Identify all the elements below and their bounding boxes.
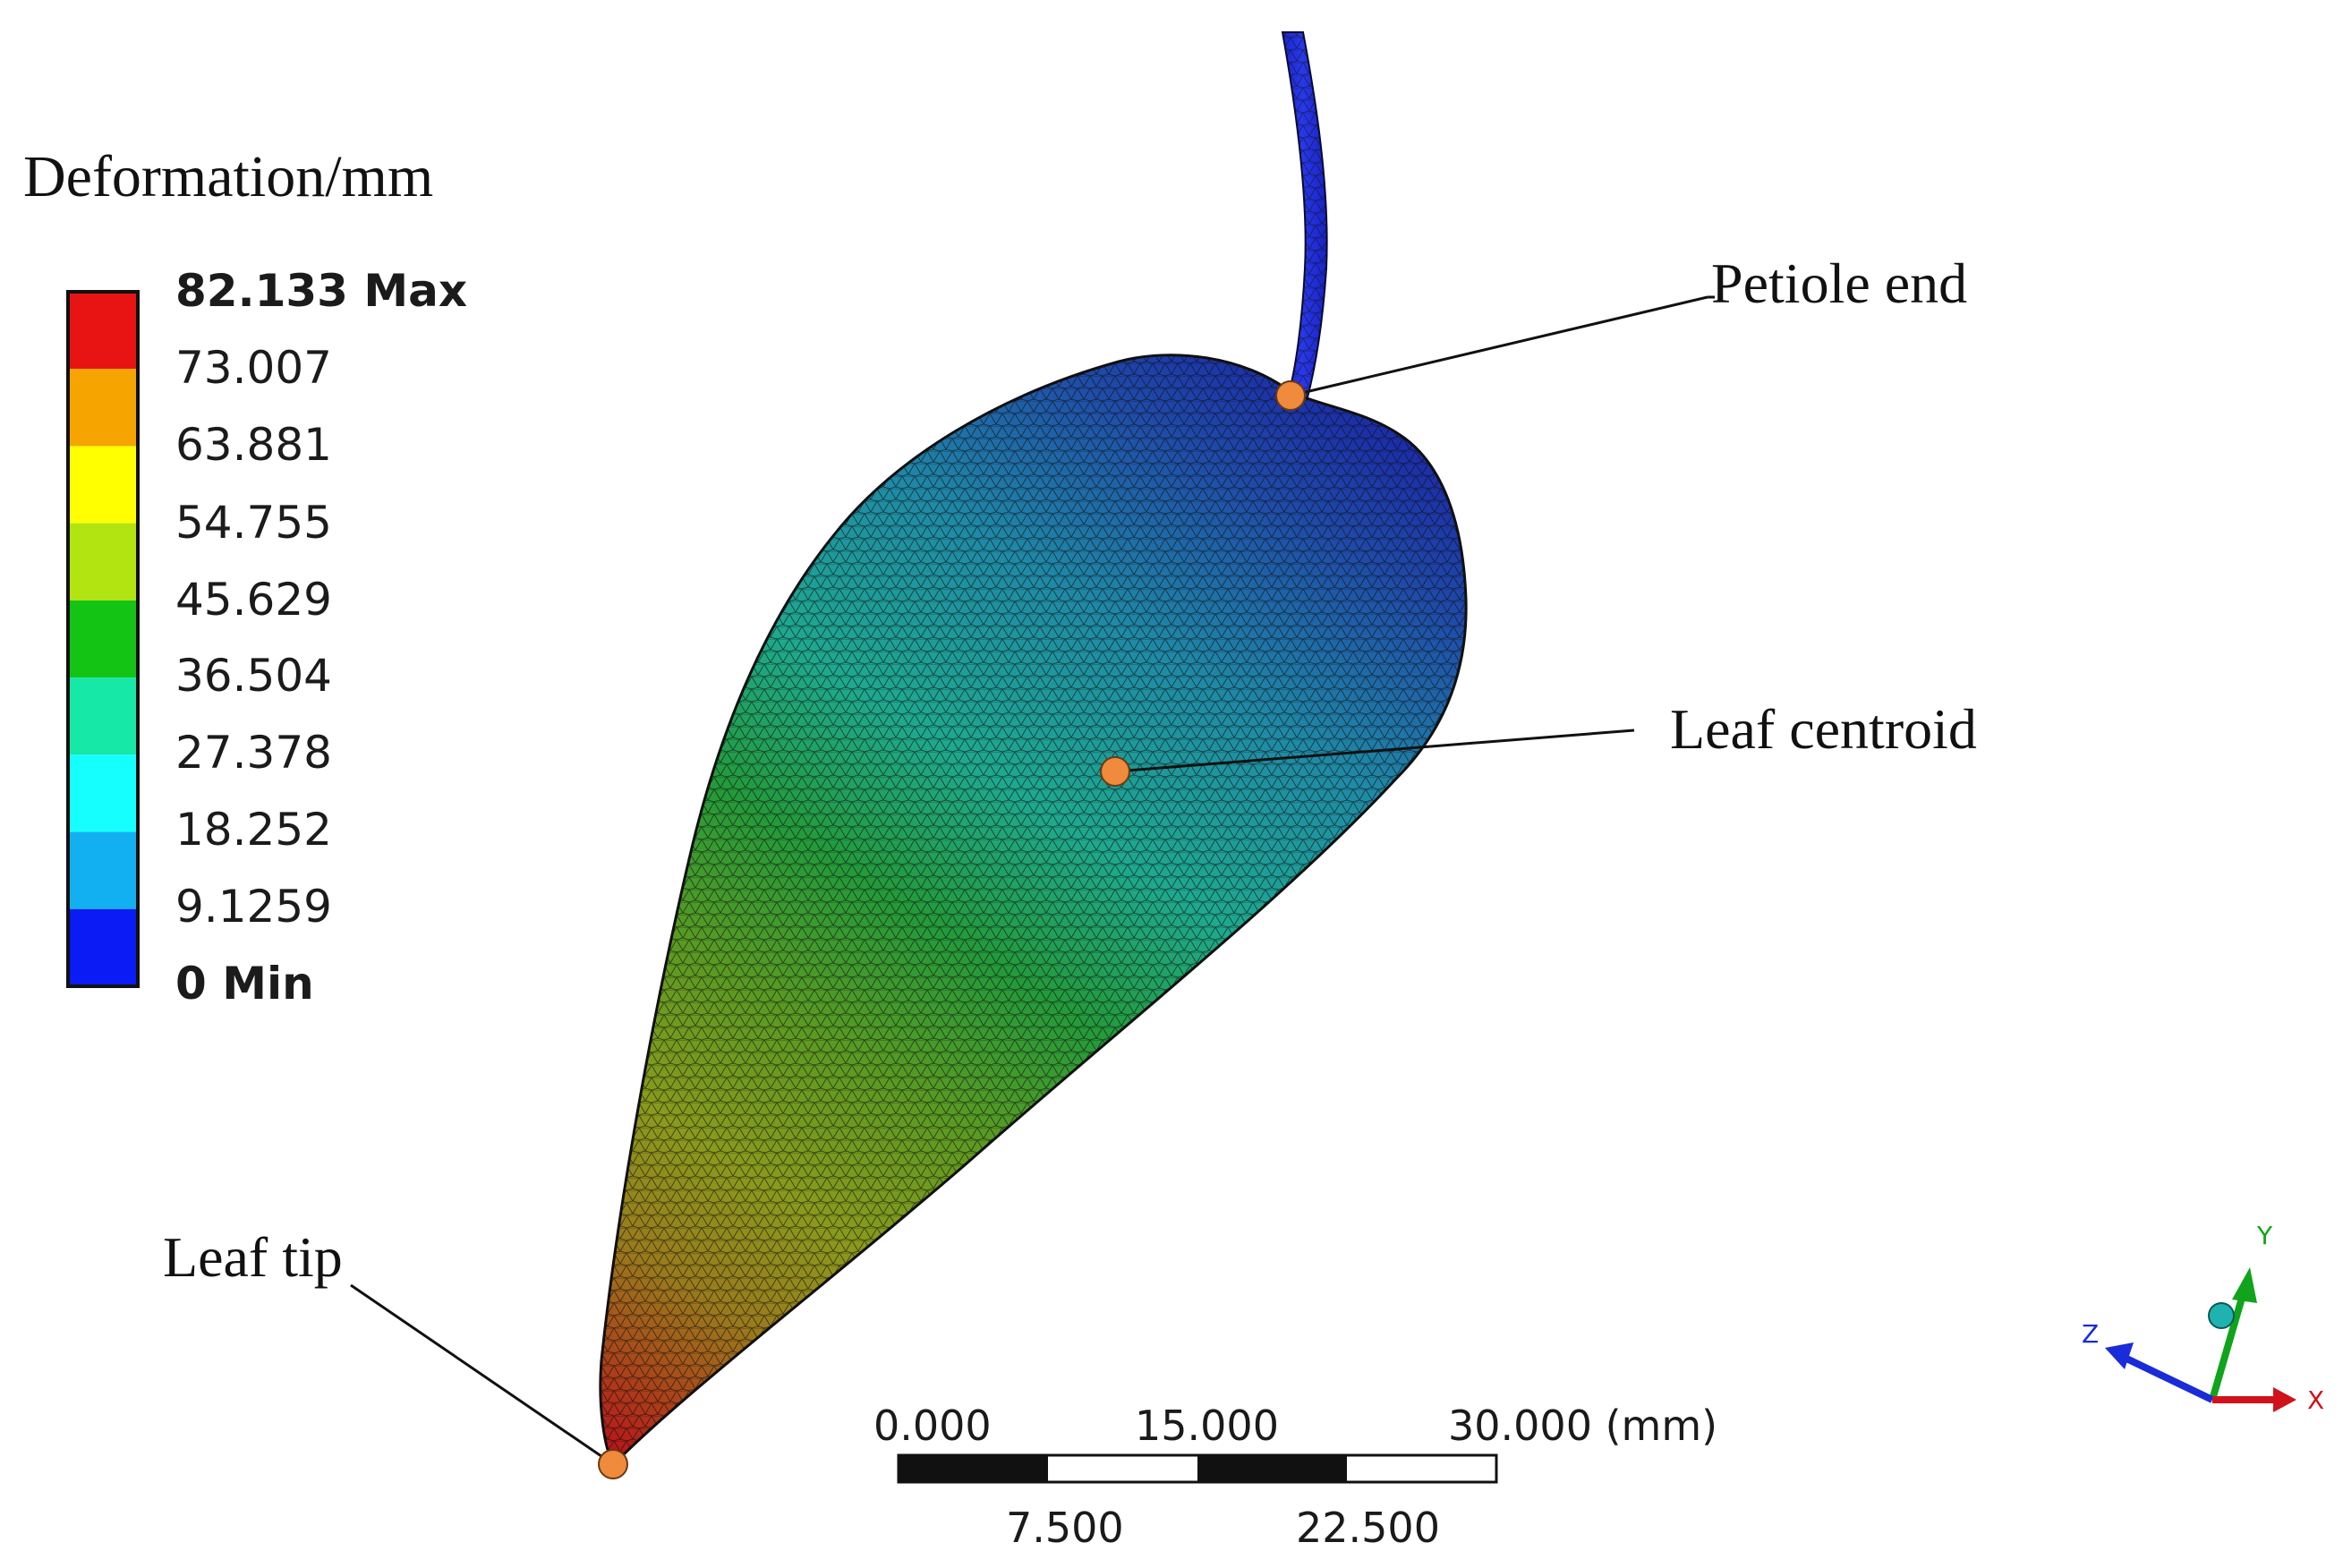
- leaf-centroid-marker: [1100, 756, 1130, 787]
- triad-origin-sphere: [2208, 1302, 2235, 1329]
- legend-color-band: [68, 292, 138, 370]
- z-axis-label: Z: [2082, 1319, 2099, 1349]
- petiole-end-marker: [1275, 380, 1306, 411]
- petiole-end-leader: [1290, 295, 1708, 397]
- legend-color-band: [68, 908, 138, 986]
- scale-label-bottom: 22.500: [1296, 1504, 1440, 1552]
- legend-label: 18.252: [175, 804, 332, 856]
- legend-label: 9.1259: [175, 881, 332, 933]
- y-axis-label: Y: [2256, 1221, 2273, 1250]
- legend-title: Deformation/mm: [23, 144, 434, 209]
- legend-label: 27.378: [175, 727, 332, 779]
- leaf-centroid-leader: [1114, 729, 1635, 773]
- legend-color-band: [68, 446, 138, 524]
- legend-color-band: [68, 831, 138, 909]
- legend-color-band: [68, 369, 138, 447]
- legend-label: 36.504: [175, 650, 332, 702]
- legend-border: [66, 290, 140, 988]
- leaf-tip-label: Leaf tip: [163, 1225, 343, 1289]
- scale-label-top: 0.000: [873, 1402, 992, 1450]
- legend-label: 54.755: [175, 497, 332, 549]
- scale-label-top: 15.000: [1135, 1402, 1279, 1450]
- legend-label: 63.881: [175, 419, 332, 471]
- legend-label: 73.007: [175, 342, 332, 394]
- petiole-end-label: Petiole end: [1711, 251, 1968, 315]
- legend-color-band: [68, 523, 138, 601]
- leaf-tip-marker: [598, 1449, 628, 1479]
- legend-color-band: [68, 677, 138, 755]
- z-axis-arrow: [2105, 1342, 2134, 1369]
- x-axis-label: X: [2307, 1385, 2324, 1415]
- leaf-tip-leader: [350, 1283, 614, 1466]
- legend-label-min: 0 Min: [175, 958, 314, 1010]
- legend-color-band: [68, 754, 138, 832]
- y-axis-arrow: [2232, 1267, 2257, 1303]
- legend-color-band: [68, 600, 138, 678]
- leaf-centroid-label: Leaf centroid: [1670, 697, 1977, 761]
- legend-label-max: 82.133 Max: [175, 265, 468, 317]
- x-axis-arrow: [2273, 1387, 2296, 1412]
- scale-label-top: 30.000 (mm): [1448, 1402, 1718, 1450]
- scale-label-bottom: 7.500: [1006, 1504, 1124, 1552]
- legend-label: 45.629: [175, 574, 332, 626]
